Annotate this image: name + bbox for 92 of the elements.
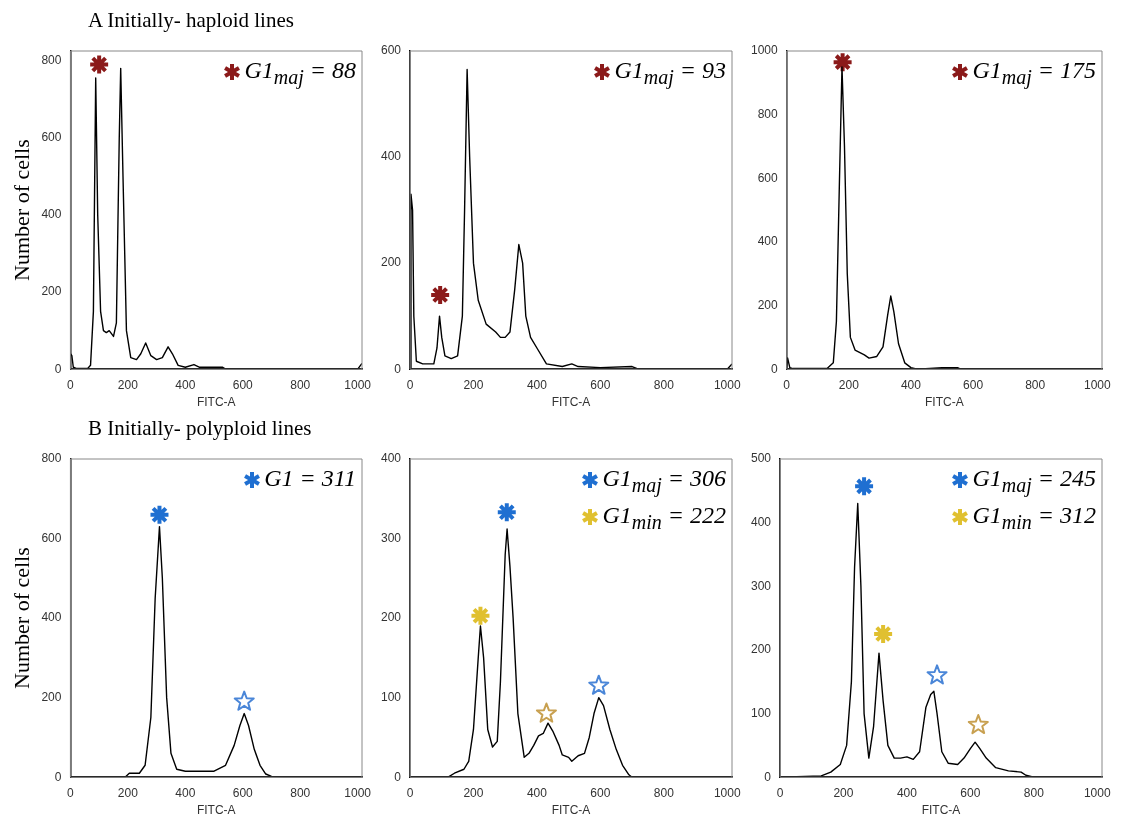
y-tick-label: 400: [380, 149, 402, 164]
y-tick-label: 600: [41, 130, 62, 145]
x-tick-label: 400: [526, 785, 548, 800]
x-tick-label: 600: [963, 377, 984, 392]
y-tick-label: 400: [757, 234, 779, 249]
x-tick-label: 0: [67, 785, 75, 800]
x-axis-title: FITC-A: [551, 803, 591, 818]
point: [872, 623, 895, 646]
x-tick-label: 800: [1023, 785, 1045, 800]
y-tick-label: 800: [41, 52, 62, 67]
y-axis-title: Number of cells: [8, 139, 34, 281]
x-tick-label: 400: [175, 785, 196, 800]
y-tick-label: 0: [771, 361, 779, 376]
x-tick-label: 800: [653, 377, 675, 392]
y-tick-label: 300: [380, 530, 402, 545]
x-tick-label: 800: [653, 785, 675, 800]
x-tick-label: 1000: [1083, 377, 1112, 392]
y-tick-label: 400: [41, 207, 62, 222]
y-tick-label: 100: [750, 705, 772, 720]
y-tick-label: 0: [54, 769, 62, 784]
legend-label: G1$_{maj}$ = 175: [972, 57, 1096, 88]
y-tick-label: 200: [380, 610, 402, 625]
x-tick-label: 1000: [344, 785, 372, 800]
x-tick-label: 0: [67, 377, 75, 392]
y-tick-label: 200: [757, 297, 779, 312]
y-tick-label: 200: [41, 689, 62, 704]
point: [469, 604, 492, 627]
x-tick-label: 0: [406, 785, 414, 800]
y-tick-label: 100: [380, 689, 402, 704]
x-tick-label: 600: [590, 377, 611, 392]
x-tick-label: 0: [406, 377, 414, 392]
x-tick-label: 200: [833, 785, 854, 800]
x-axis-title: FITC-A: [196, 395, 236, 410]
y-tick-label: 800: [41, 451, 62, 466]
y-tick-label: 400: [380, 451, 402, 466]
x-tick-label: 200: [463, 785, 484, 800]
x-tick-label: 400: [526, 377, 548, 392]
x-tick-label: 600: [590, 785, 611, 800]
y-tick-label: 600: [757, 170, 779, 185]
chart-title: B Initially- polyploid lines: [87, 416, 313, 442]
legend-label: G1$_{maj}$ = 306: [602, 465, 726, 496]
point: [926, 664, 948, 685]
point: [535, 702, 557, 723]
y-tick-label: 300: [750, 578, 772, 593]
x-tick-label: 600: [232, 785, 254, 800]
x-tick-label: 400: [896, 785, 918, 800]
x-tick-label: 800: [290, 377, 311, 392]
x-tick-label: 800: [1025, 377, 1046, 392]
point: [967, 714, 989, 735]
x-tick-label: 400: [900, 377, 922, 392]
legend-label: G1$_{maj}$ = 245: [972, 465, 1096, 496]
y-tick-label: 200: [41, 284, 62, 299]
y-tick-label: 200: [750, 642, 772, 657]
x-axis-title: FITC-A: [551, 395, 591, 410]
x-axis-title: FITC-A: [921, 803, 961, 818]
x-tick-label: 600: [232, 377, 254, 392]
y-tick-label: 0: [394, 361, 402, 376]
legend-label: G1$_{min}$ = 222: [602, 501, 726, 533]
point: [853, 475, 876, 498]
x-tick-label: 200: [117, 785, 139, 800]
x-tick-label: 200: [463, 377, 484, 392]
y-axis-title: Number of cells: [8, 547, 34, 689]
point: [588, 674, 610, 695]
x-tick-label: 200: [838, 377, 860, 392]
x-tick-label: 0: [783, 377, 791, 392]
chart-title: A Initially- haploid lines: [87, 8, 295, 34]
legend-label: G1$_{min}$ = 312: [972, 501, 1096, 533]
y-tick-label: 0: [764, 769, 772, 784]
x-tick-label: 1000: [344, 377, 372, 392]
y-tick-label: 200: [380, 255, 402, 270]
y-tick-label: 600: [380, 43, 402, 58]
x-tick-label: 1000: [713, 377, 741, 392]
x-tick-label: 800: [290, 785, 311, 800]
x-axis-title: FITC-A: [196, 803, 236, 818]
y-tick-label: 0: [54, 361, 62, 376]
x-tick-label: 600: [960, 785, 981, 800]
y-tick-label: 800: [757, 106, 779, 121]
legend-label: G1 = 311: [264, 465, 356, 491]
y-tick-label: 1000: [750, 43, 779, 58]
y-tick-label: 500: [750, 451, 772, 466]
x-tick-label: 200: [117, 377, 139, 392]
legend-label: G1$_{maj}$ = 93: [614, 57, 726, 88]
x-tick-label: 1000: [713, 785, 741, 800]
legend-label: G1$_{maj}$ = 88: [244, 57, 356, 88]
y-tick-label: 400: [750, 514, 772, 529]
x-tick-label: 400: [175, 377, 196, 392]
x-tick-label: 1000: [1083, 785, 1111, 800]
y-tick-label: 0: [394, 769, 402, 784]
point: [495, 501, 518, 524]
y-tick-label: 400: [41, 610, 62, 625]
x-axis-title: FITC-A: [925, 395, 964, 410]
y-tick-label: 600: [41, 530, 62, 545]
